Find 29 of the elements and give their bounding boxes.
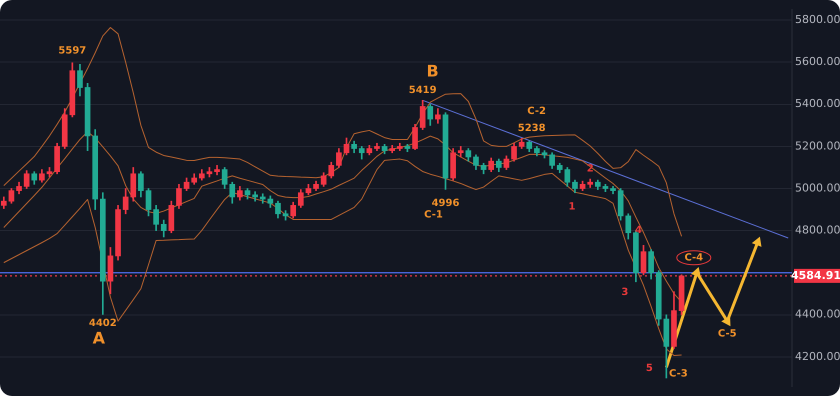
annotation: 4402 bbox=[88, 318, 117, 329]
annotation: 5597 bbox=[58, 45, 86, 56]
point bbox=[690, 267, 701, 278]
annotation: 5 bbox=[646, 362, 653, 374]
annotation: A bbox=[92, 328, 106, 348]
y-tick-label: 4400.00 bbox=[795, 308, 840, 321]
point bbox=[721, 316, 730, 326]
annotation: 4 bbox=[635, 224, 642, 236]
annotation: 4996 bbox=[432, 198, 460, 209]
y-tick-label: 4200.00 bbox=[795, 350, 840, 363]
y-tick-label: 5400.00 bbox=[795, 97, 840, 110]
annotation: 1 bbox=[568, 201, 576, 212]
annotation: C-5 bbox=[718, 328, 737, 340]
annotation: 5238 bbox=[518, 123, 546, 134]
y-tick-label: 5200.00 bbox=[795, 139, 840, 152]
annotation: C-3 bbox=[669, 368, 688, 380]
y-tick-label: 5600.00 bbox=[795, 55, 840, 68]
annotation: B bbox=[426, 61, 439, 80]
annotation: C-1 bbox=[424, 210, 443, 221]
candlestick bbox=[46, 167, 52, 178]
y-tick-label: 5800.00 bbox=[795, 12, 840, 26]
annotation: 2 bbox=[586, 164, 594, 175]
annotation: C-4 bbox=[684, 252, 704, 264]
annotation: C-2 bbox=[527, 106, 546, 118]
annotation: 3 bbox=[621, 286, 628, 298]
annotation: 5419 bbox=[408, 84, 437, 96]
point bbox=[752, 236, 762, 247]
y-tick-label: 5000.00 bbox=[795, 181, 840, 194]
y-tick-label: 4800.00 bbox=[795, 223, 840, 236]
